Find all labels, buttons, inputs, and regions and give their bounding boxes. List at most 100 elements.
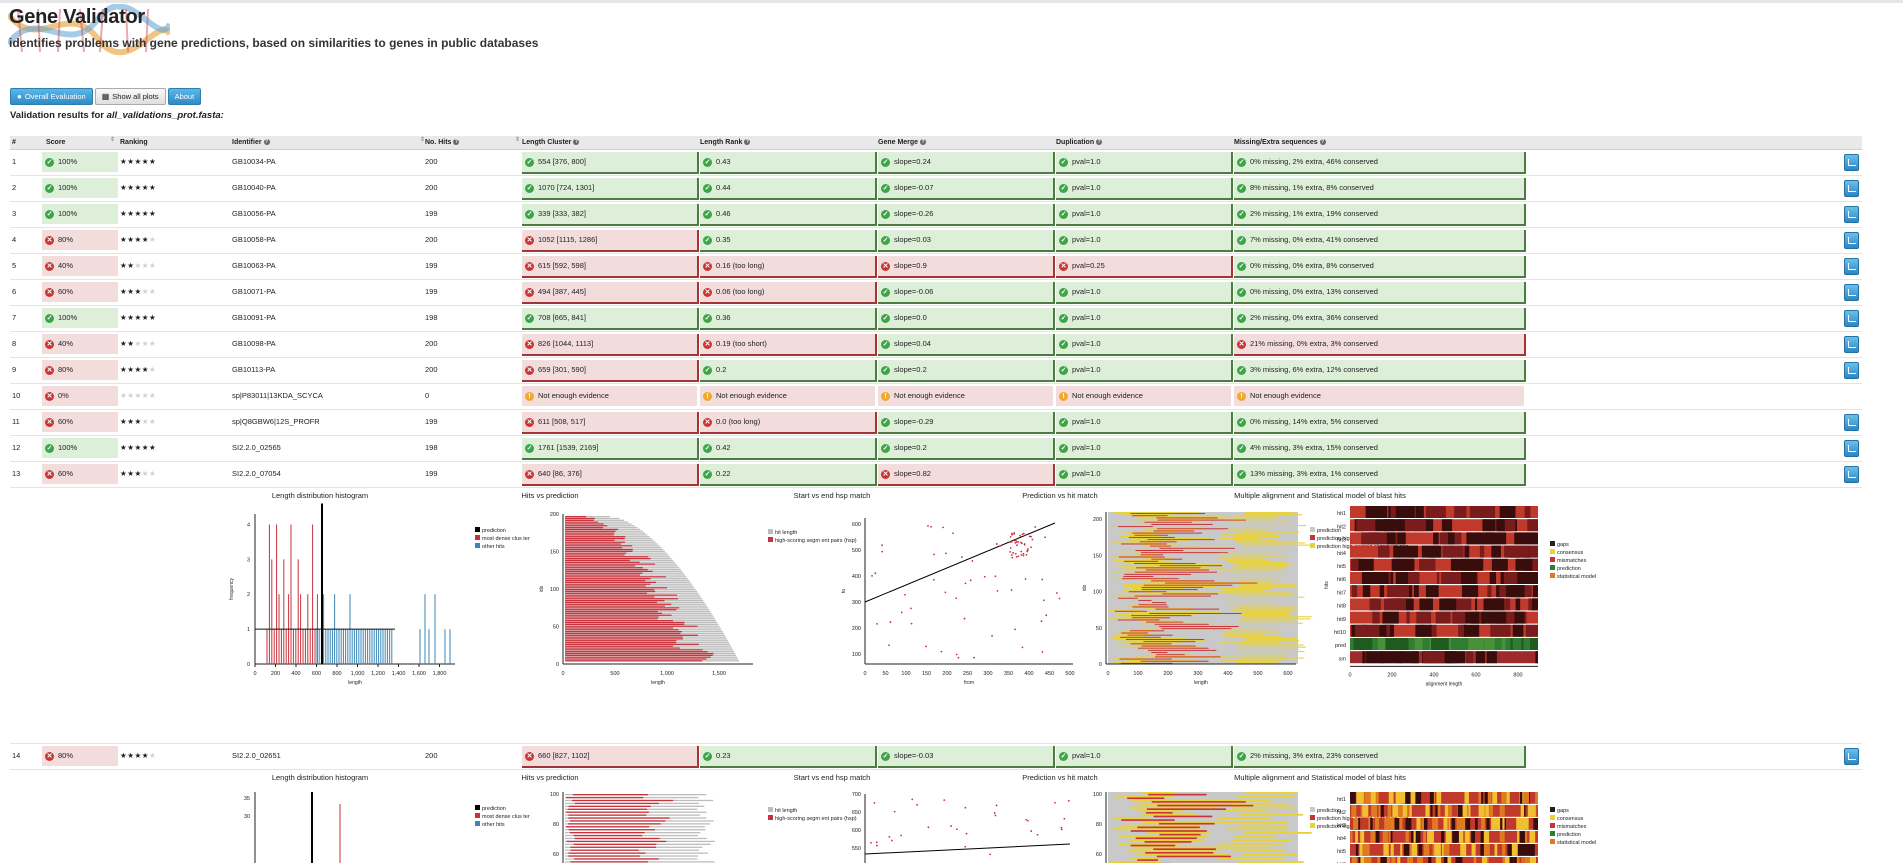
hsp-bar xyxy=(565,542,625,543)
pvh-bar xyxy=(1232,803,1288,805)
help-icon[interactable]: ? xyxy=(1096,139,1102,145)
pvh-bar xyxy=(1140,541,1177,542)
help-icon[interactable]: ? xyxy=(744,139,750,145)
show-plots-button[interactable] xyxy=(1844,232,1859,249)
pvh-bar xyxy=(1232,577,1273,578)
ma-segment xyxy=(1522,831,1525,843)
column-header-5[interactable]: Length Cluster? xyxy=(522,136,579,149)
sort-identifier-icon[interactable]: ⇕ xyxy=(420,136,425,143)
hsp-point xyxy=(888,836,890,838)
hits-count: 200 xyxy=(425,230,438,250)
hsp-point xyxy=(904,594,906,596)
sort-score-icon[interactable]: ⇕ xyxy=(110,136,115,143)
help-icon[interactable]: ? xyxy=(264,139,270,145)
show-plots-button[interactable] xyxy=(1844,310,1859,327)
pvh-bar xyxy=(1121,633,1148,634)
column-header-label: Ranking xyxy=(120,139,148,146)
show-plots-button[interactable] xyxy=(1844,284,1859,301)
cross-icon: ✕ xyxy=(45,392,54,401)
show-plots-button[interactable] xyxy=(1844,258,1859,275)
show-plots-button[interactable] xyxy=(1844,440,1859,457)
pvh-bar xyxy=(1125,562,1173,563)
show-all-plots-button[interactable]: ▦Show all plots xyxy=(95,88,166,105)
overall-evaluation-button[interactable]: ●Overall Evaluation xyxy=(10,88,93,105)
pvh-bar xyxy=(1134,563,1196,564)
column-header-2[interactable]: Ranking xyxy=(120,136,148,149)
hsp-bar xyxy=(568,814,646,815)
hvp-legend-label: high-scoring segm ent pairs (hsp) xyxy=(775,538,857,544)
ma-segment xyxy=(1366,506,1385,518)
cross-icon: ✕ xyxy=(45,288,54,297)
help-icon[interactable]: ? xyxy=(1320,139,1326,145)
column-header-9[interactable]: Missing/Extra sequences? xyxy=(1234,136,1326,149)
pvh-bar xyxy=(1141,625,1228,626)
column-header-7[interactable]: Gene Merge? xyxy=(878,136,926,149)
help-icon[interactable]: ? xyxy=(453,139,459,145)
help-icon[interactable]: ? xyxy=(920,139,926,145)
overall-label: Overall Evaluation xyxy=(25,89,86,104)
ma-segment xyxy=(1495,844,1498,856)
sort-hits-icon[interactable]: ⇕ xyxy=(515,136,520,143)
pvh-x-label: length xyxy=(1194,680,1208,686)
about-button[interactable]: About xyxy=(168,88,202,105)
column-header-8[interactable]: Duplication? xyxy=(1056,136,1102,149)
duplication-text: pval=1.0 xyxy=(1072,443,1101,452)
show-plots-button[interactable] xyxy=(1844,336,1859,353)
star-icon: ★ xyxy=(142,183,149,192)
show-plots-button[interactable] xyxy=(1844,748,1859,765)
pvh-bar xyxy=(1232,807,1295,809)
ma-segment xyxy=(1417,857,1423,863)
column-header-1[interactable]: Score xyxy=(46,136,65,149)
hsp-point xyxy=(890,621,892,623)
ma-segment xyxy=(1362,805,1368,817)
ma-row-label: hit4 xyxy=(1337,836,1346,842)
hsp-bar xyxy=(565,551,633,552)
pvh-bar xyxy=(1223,529,1265,530)
column-header-0[interactable]: # xyxy=(12,136,16,149)
ma-segment xyxy=(1370,598,1381,610)
hsp-bar xyxy=(573,794,648,795)
show-plots-button[interactable] xyxy=(1844,180,1859,197)
column-header-6[interactable]: Length Rank? xyxy=(700,136,750,149)
identifier: GB10056-PA xyxy=(232,204,276,224)
pvh-y-tick: 80 xyxy=(1096,822,1102,828)
show-plots-button[interactable] xyxy=(1844,414,1859,431)
ma-segment xyxy=(1382,612,1398,624)
help-icon[interactable]: ? xyxy=(573,139,579,145)
ma-segment xyxy=(1400,844,1402,856)
show-plots-button[interactable] xyxy=(1844,362,1859,379)
show-plots-button[interactable] xyxy=(1844,154,1859,171)
sve-x-tick: 0 xyxy=(863,671,866,677)
pvh-legend-swatch xyxy=(1310,535,1315,540)
ma-segment xyxy=(1413,844,1416,856)
pvh-bar xyxy=(1239,579,1282,580)
column-header-4[interactable]: No. Hits? xyxy=(425,136,459,149)
ma-segment xyxy=(1445,805,1448,817)
hsp-point xyxy=(1041,651,1043,653)
show-plots-button[interactable] xyxy=(1844,466,1859,483)
pvh-bar xyxy=(1124,561,1158,562)
ma-segment xyxy=(1396,532,1405,544)
ma-row xyxy=(1350,559,1538,571)
identifier: GB10040-PA xyxy=(232,178,276,198)
hsp-bar xyxy=(568,823,661,824)
duplication-value: ✓pval=1.0 xyxy=(1056,438,1101,458)
hsp-point xyxy=(871,575,873,577)
pvh-bar xyxy=(1146,570,1209,571)
column-header-3[interactable]: Identifier? xyxy=(232,136,270,149)
show-plots-button[interactable] xyxy=(1844,206,1859,223)
